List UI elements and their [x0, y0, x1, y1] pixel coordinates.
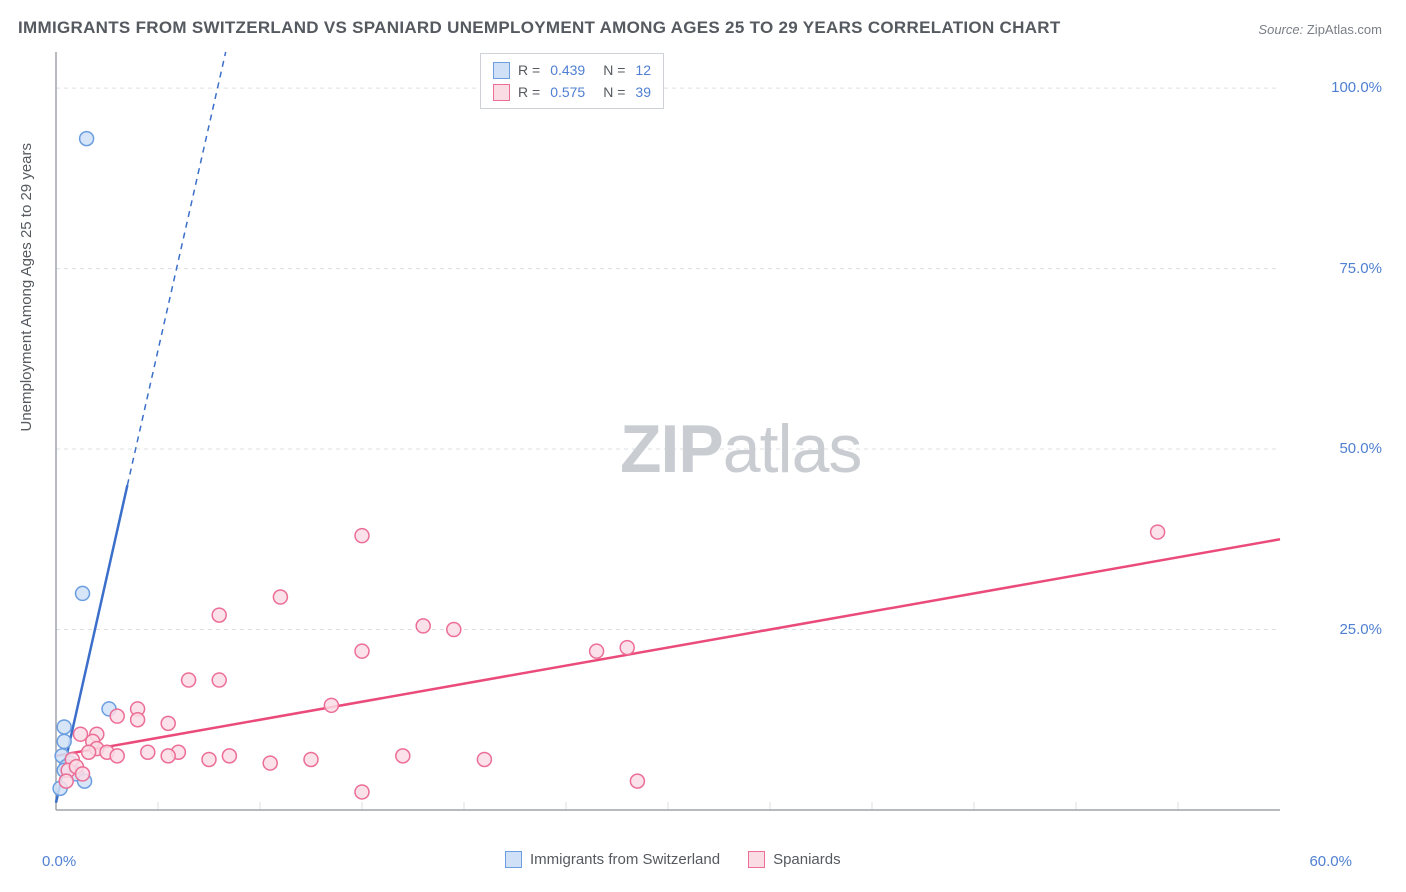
x-tick-label: 60.0% [1309, 853, 1352, 870]
y-axis-label: Unemployment Among Ages 25 to 29 years [18, 143, 35, 432]
r-label: R = [518, 84, 540, 100]
legend-label: Immigrants from Switzerland [530, 851, 720, 868]
source-label: Source: [1258, 22, 1303, 37]
r-value: 0.575 [550, 84, 585, 100]
r-value: 0.439 [550, 62, 585, 78]
legend-label: Spaniards [773, 851, 841, 868]
legend-swatch [493, 84, 510, 101]
y-tick-label: 50.0% [1339, 440, 1382, 457]
chart-title: IMMIGRANTS FROM SWITZERLAND VS SPANIARD … [18, 18, 1061, 38]
legend-swatch [505, 851, 522, 868]
legend-row: R = 0.439 N = 12 [493, 59, 651, 81]
n-value: 39 [635, 84, 651, 100]
legend-row: R = 0.575 N = 39 [493, 81, 651, 103]
plot-area [52, 48, 1352, 830]
chart-container: IMMIGRANTS FROM SWITZERLAND VS SPANIARD … [0, 0, 1406, 892]
r-label: R = [518, 62, 540, 78]
scatter-chart-svg [52, 48, 1352, 830]
legend-swatch [493, 62, 510, 79]
correlation-legend: R = 0.439 N = 12 R = 0.575 N = 39 [480, 53, 664, 109]
y-tick-label: 75.0% [1339, 260, 1382, 277]
legend-item: Spaniards [748, 851, 841, 868]
n-label: N = [603, 84, 625, 100]
y-tick-label: 25.0% [1339, 621, 1382, 638]
series-legend: Immigrants from Switzerland Spaniards [505, 851, 841, 868]
n-value: 12 [635, 62, 651, 78]
y-tick-label: 100.0% [1331, 79, 1382, 96]
source-attribution: Source: ZipAtlas.com [1258, 22, 1382, 37]
legend-item: Immigrants from Switzerland [505, 851, 720, 868]
legend-swatch [748, 851, 765, 868]
source-value: ZipAtlas.com [1307, 22, 1382, 37]
n-label: N = [603, 62, 625, 78]
x-tick-label: 0.0% [42, 853, 76, 870]
